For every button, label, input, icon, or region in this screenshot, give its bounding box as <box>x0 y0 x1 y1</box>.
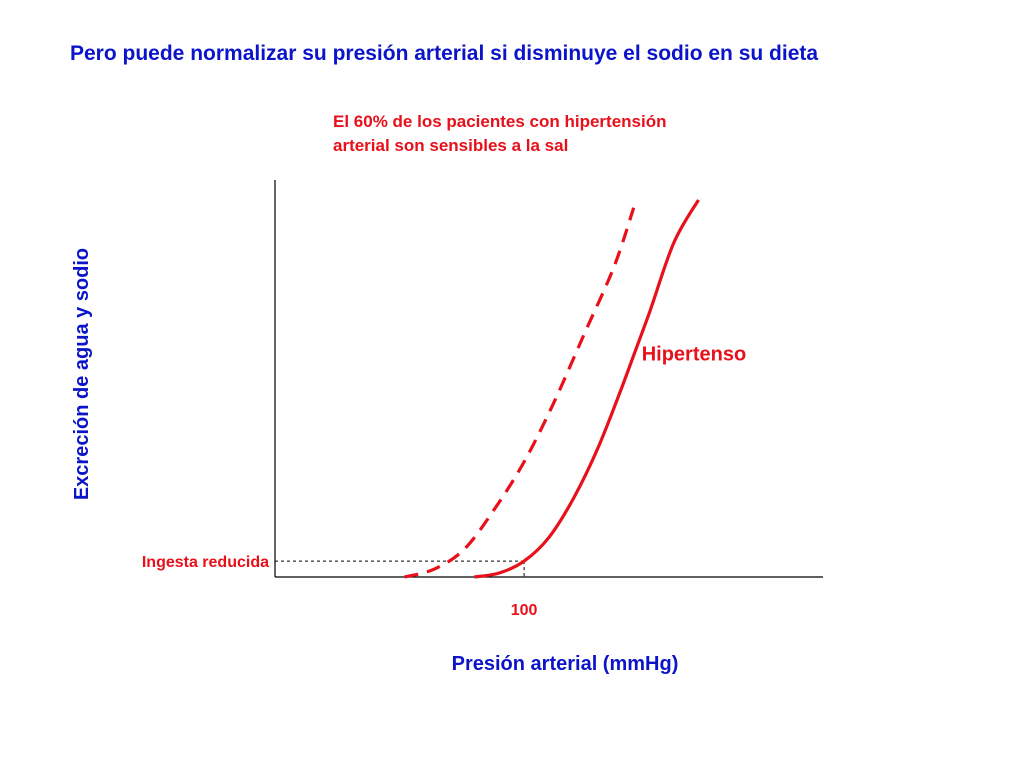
series-label-hipertenso: Hipertenso <box>642 343 746 365</box>
x-axis-label: Presión arterial (mmHg) <box>452 653 679 675</box>
y-axis-label: Excreción de agua y sodio <box>71 248 93 500</box>
series-layer <box>404 199 700 579</box>
intake-reference-label: Ingesta reducida <box>142 554 269 571</box>
slide-title: Pero puede normalizar su presión arteria… <box>70 42 819 65</box>
x-tick-label-100: 100 <box>511 602 538 619</box>
note-line-1: El 60% de los pacientes con hipertensión <box>333 112 667 131</box>
note-line-2: arterial son sensibles a la sal <box>333 136 569 155</box>
series-curve-hipertenso <box>474 199 700 579</box>
sensitivity-note: El 60% de los pacientes con hipertensión… <box>333 110 666 158</box>
series-curve-dashed <box>404 207 636 579</box>
